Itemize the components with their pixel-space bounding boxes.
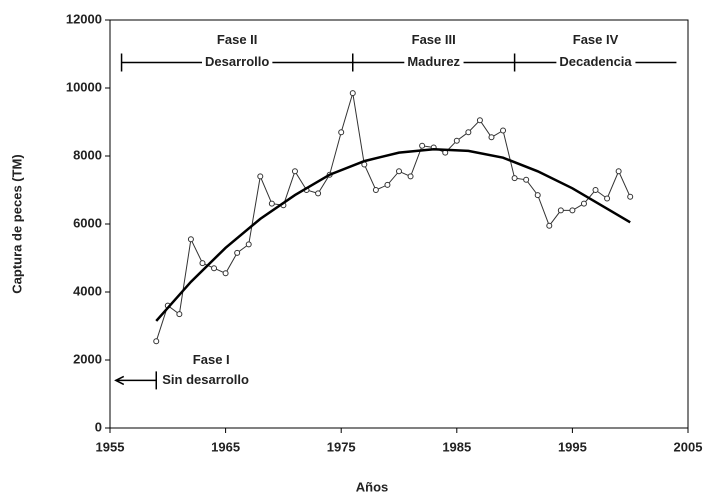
data-point <box>511 175 518 182</box>
phase-label: Fase III <box>412 32 456 47</box>
phase-label: Fase I <box>193 352 230 367</box>
y-tick-label: 4000 <box>73 283 102 298</box>
data-point <box>268 200 275 207</box>
data-point <box>372 187 379 193</box>
data-point <box>245 241 252 248</box>
phase-sublabel: Desarrollo <box>205 54 269 69</box>
data-point <box>176 311 183 318</box>
y-tick-label: 6000 <box>73 215 102 230</box>
data-point <box>396 168 402 175</box>
data-point <box>338 129 345 136</box>
data-point <box>349 90 356 97</box>
x-axis-label: Años <box>356 479 389 494</box>
y-tick-label: 12000 <box>66 11 102 26</box>
data-point <box>465 129 472 136</box>
x-tick-label: 1985 <box>442 439 471 454</box>
data-point <box>222 270 229 277</box>
data-point <box>557 207 564 214</box>
label-background <box>404 53 464 69</box>
data-point <box>199 260 206 267</box>
data-point <box>407 173 414 180</box>
data-point <box>291 168 298 175</box>
y-tick-label: 0 <box>95 419 102 434</box>
phase-sublabel: Decadencia <box>559 54 632 69</box>
phase-arrow <box>114 375 125 386</box>
data-point <box>604 195 611 202</box>
data-point <box>419 142 426 149</box>
data-point <box>615 168 622 175</box>
label-background <box>556 53 636 69</box>
data-point <box>580 200 587 207</box>
x-tick-label: 1975 <box>327 439 356 454</box>
x-tick-label: 1965 <box>211 439 240 454</box>
data-point <box>257 173 264 180</box>
data-point <box>546 222 553 229</box>
data-point <box>627 193 634 200</box>
data-point <box>384 181 391 188</box>
data-point <box>234 249 241 256</box>
phase-label: Fase II <box>217 32 257 47</box>
x-tick-label: 1995 <box>558 439 587 454</box>
y-tick-label: 10000 <box>66 79 102 94</box>
phase-sublabel: Madurez <box>407 54 460 69</box>
data-point <box>500 127 507 134</box>
phase-sublabel: Sin desarrollo <box>162 372 249 387</box>
data-point <box>211 265 218 272</box>
data-point <box>476 117 483 124</box>
data-point <box>453 137 460 144</box>
data-point <box>488 134 495 141</box>
data-point <box>153 338 160 345</box>
data-point <box>534 192 541 199</box>
x-tick-label: 1955 <box>96 439 125 454</box>
data-point <box>187 236 194 243</box>
phase-label: Fase IV <box>573 32 619 47</box>
data-line <box>155 92 631 342</box>
x-tick-label: 2005 <box>674 439 703 454</box>
trend-line <box>155 147 631 322</box>
y-axis-label: Captura de peces (TM) <box>9 154 24 293</box>
data-point <box>315 190 322 197</box>
y-tick-label: 2000 <box>73 351 102 366</box>
data-point <box>569 207 576 214</box>
label-background <box>202 53 273 69</box>
data-point <box>592 187 599 193</box>
y-tick-label: 8000 <box>73 147 102 162</box>
data-point <box>523 176 530 183</box>
